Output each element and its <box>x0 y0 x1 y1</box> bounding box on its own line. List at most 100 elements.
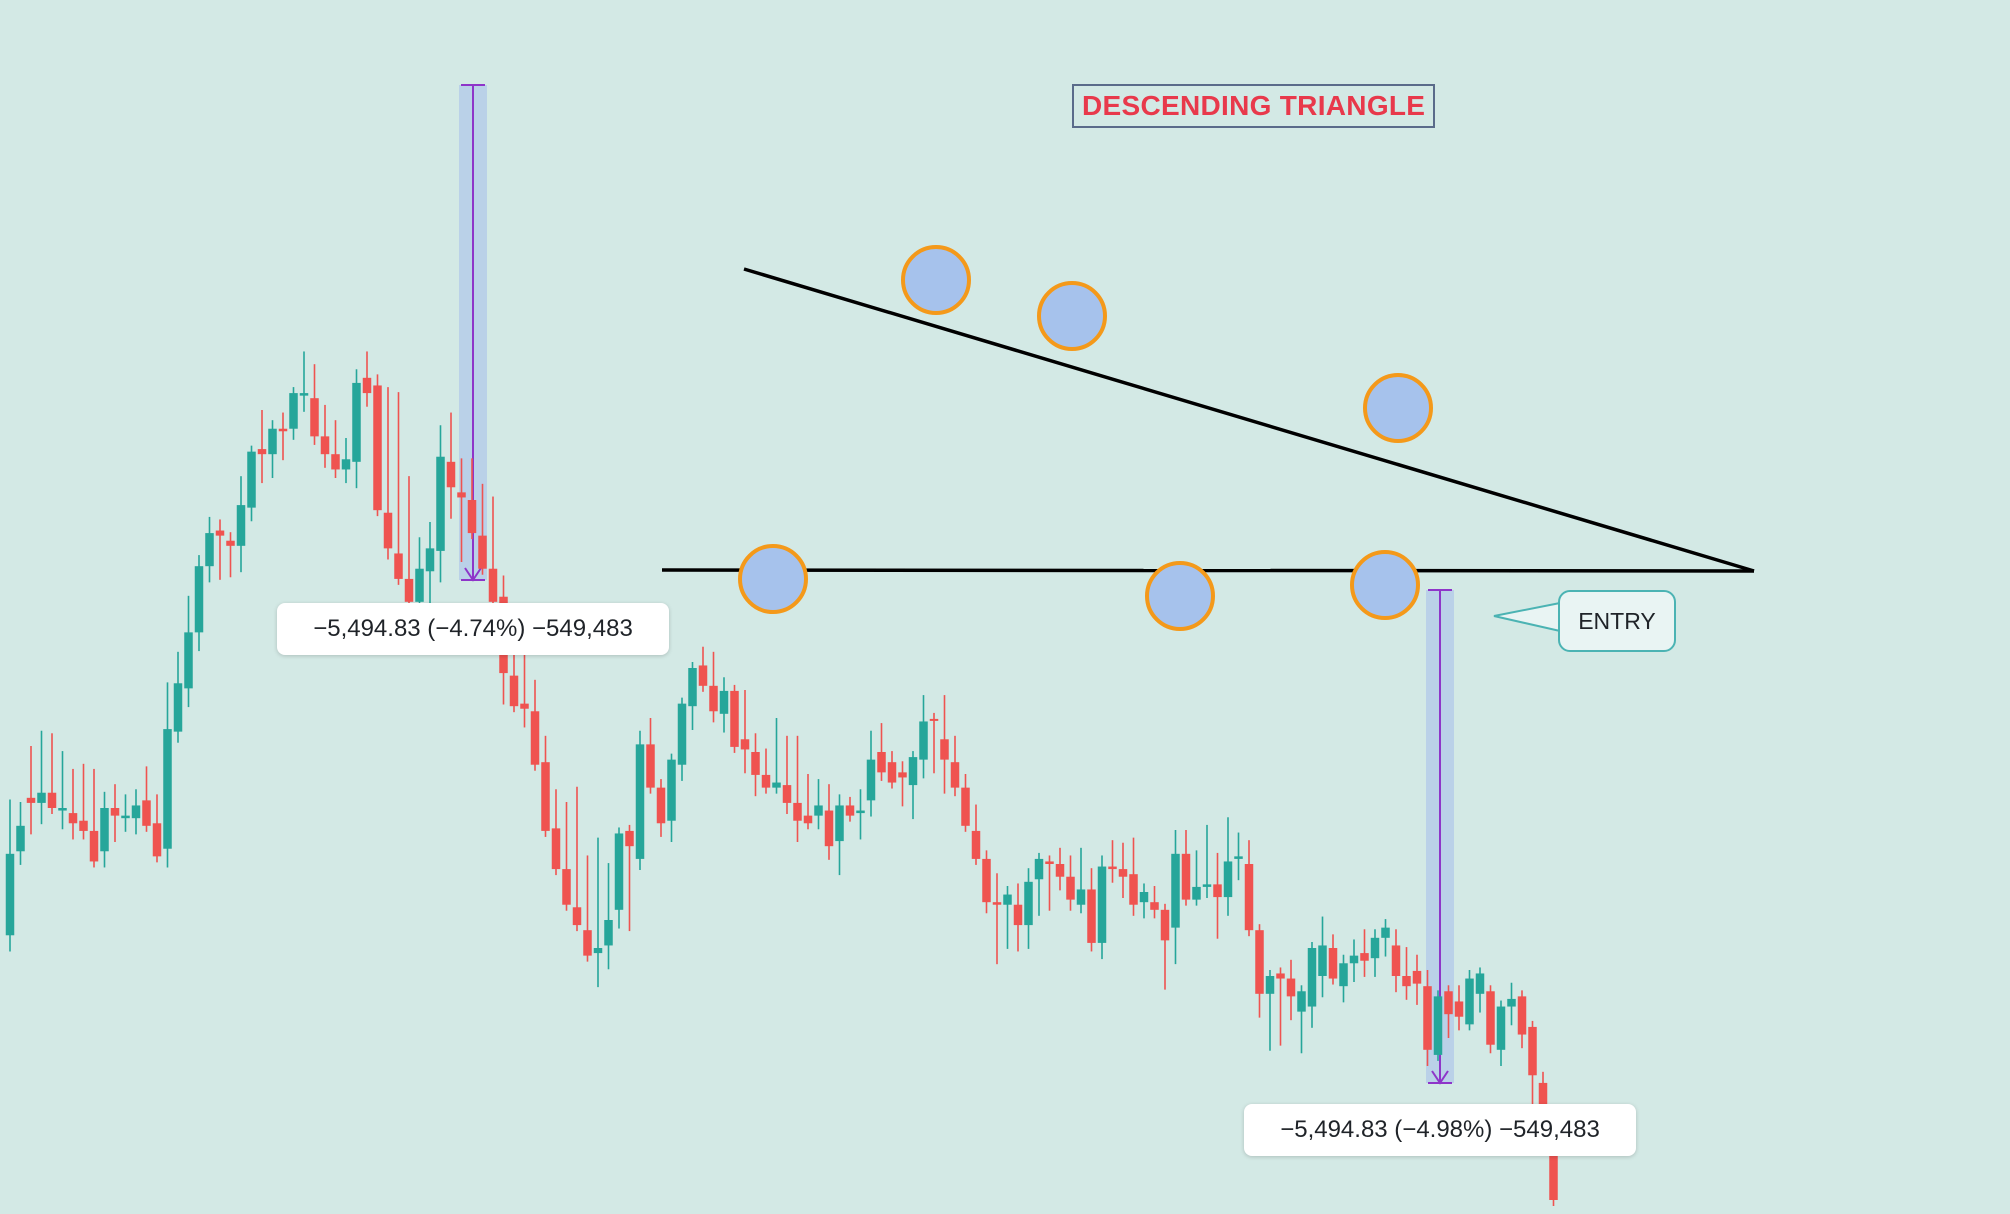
candle <box>740 690 750 774</box>
candle-body <box>1423 986 1432 1050</box>
candle-body <box>1349 955 1359 964</box>
candle <box>100 791 109 868</box>
candle-body <box>730 690 739 747</box>
candle <box>1013 883 1023 952</box>
candle <box>1244 840 1254 937</box>
candle <box>446 412 456 519</box>
candle <box>1087 868 1096 952</box>
candle <box>866 730 876 817</box>
touch-marker <box>1037 281 1107 351</box>
markers-layer <box>738 245 1433 631</box>
measure-label-2: −5,494.83 (−4.98%) −549,483 <box>1244 1104 1636 1156</box>
candle-body <box>142 800 151 826</box>
candle-body <box>572 907 582 926</box>
measure-label-1: −5,494.83 (−4.74%) −549,483 <box>277 603 669 655</box>
candle-body <box>488 568 498 602</box>
candle-body <box>1444 991 1453 1015</box>
candle-body <box>1202 884 1212 887</box>
candle-body <box>761 774 771 788</box>
candle <box>1475 967 1485 1013</box>
candle <box>908 751 918 820</box>
candle-body <box>404 578 414 602</box>
candle <box>982 850 991 914</box>
candle-body <box>824 810 834 847</box>
candle <box>163 682 172 868</box>
candle-body <box>835 805 844 842</box>
candle <box>1454 985 1464 1031</box>
candle-body <box>299 393 309 396</box>
candle <box>625 824 634 932</box>
candle <box>1139 883 1149 919</box>
candle <box>79 763 88 840</box>
candle <box>1360 929 1369 977</box>
candle <box>299 351 309 412</box>
candle <box>614 827 624 929</box>
candle-body <box>509 675 519 707</box>
candle-body <box>1192 886 1201 900</box>
candle-body <box>551 828 561 870</box>
candle <box>688 662 697 730</box>
candle-body <box>446 461 456 488</box>
candle <box>373 374 382 517</box>
candle <box>320 404 330 468</box>
candle <box>1076 847 1086 914</box>
candle-body <box>415 568 424 602</box>
candle-body <box>1486 991 1495 1045</box>
candle <box>1150 886 1159 919</box>
candle-body <box>1160 909 1170 941</box>
candle-body <box>163 729 172 849</box>
candle-body <box>1370 937 1380 959</box>
candle-body <box>1339 963 1348 987</box>
candle-body <box>814 805 823 816</box>
candle-body <box>457 492 466 498</box>
candle-body <box>425 548 435 572</box>
candle-body <box>1475 973 1485 994</box>
candle-body <box>152 823 162 857</box>
candle-body <box>1517 996 1527 1035</box>
candle-body <box>698 665 708 686</box>
candle-body <box>1003 894 1012 905</box>
candle <box>1129 837 1138 916</box>
candle-body <box>1118 869 1128 877</box>
candle-body <box>1024 881 1033 926</box>
candle <box>26 746 36 835</box>
candle <box>58 751 67 830</box>
candle-body <box>803 815 813 824</box>
candle-body <box>1066 876 1075 900</box>
candle <box>1370 929 1380 977</box>
candle-body <box>782 785 792 803</box>
candle-body <box>604 920 613 946</box>
candle <box>488 496 498 608</box>
candle-body <box>1391 945 1401 976</box>
candle-body <box>278 428 288 432</box>
candle <box>940 695 949 794</box>
candle-body <box>887 762 897 783</box>
candle <box>667 753 676 842</box>
candle-body <box>1538 1082 1548 1114</box>
candle-body <box>16 825 25 852</box>
candle <box>719 677 729 733</box>
candle <box>572 786 582 932</box>
candle <box>194 555 204 652</box>
candle-body <box>709 685 718 712</box>
candle <box>803 774 813 830</box>
candle-body <box>1181 853 1191 900</box>
candle-body <box>845 805 855 816</box>
candle-body <box>320 436 330 455</box>
pattern-title: DESCENDING TRIANGLE <box>1072 84 1436 128</box>
candle-body <box>1234 856 1243 859</box>
candle <box>1034 852 1044 916</box>
candle-body <box>1244 864 1254 931</box>
candle-body <box>688 668 697 707</box>
candle-body <box>226 540 235 546</box>
candle-body <box>362 377 372 394</box>
candle <box>1528 1020 1537 1110</box>
candle-body <box>310 398 319 437</box>
candle <box>782 735 792 814</box>
candle <box>730 684 739 753</box>
measure-arrowhead <box>464 567 482 582</box>
touch-marker <box>1145 561 1215 631</box>
candle <box>530 679 540 771</box>
candle <box>47 733 57 814</box>
candle-body <box>1171 853 1180 928</box>
